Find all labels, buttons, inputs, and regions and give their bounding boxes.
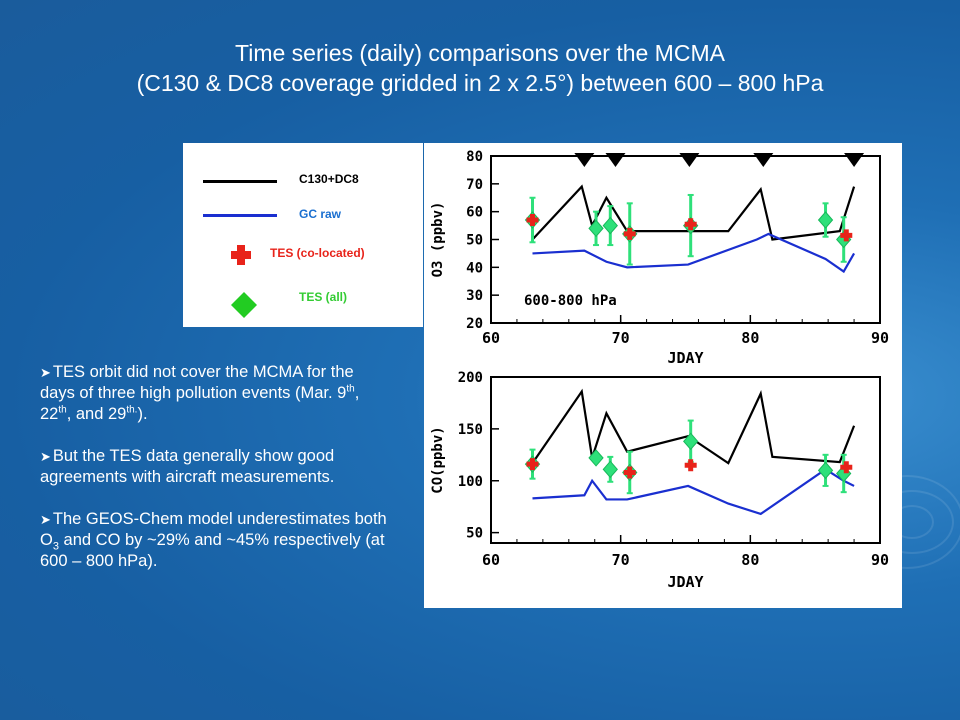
x-axis-label: JDAY xyxy=(667,573,703,591)
y-tick-label: 40 xyxy=(466,260,483,276)
legend-line-c130-dc8 xyxy=(203,180,277,183)
arrow-bullet-icon: ➤ xyxy=(40,449,51,464)
red-cross-icon xyxy=(231,245,251,265)
x-tick-label: 80 xyxy=(741,329,759,347)
x-tick-label: 90 xyxy=(871,551,889,569)
y-tick-label: 80 xyxy=(466,149,483,165)
chart-figure: 60 70 80 90 20 30 40 50 60 70 80 JDAY O3 (ppbv) 600-8… xyxy=(430,149,889,591)
tes-all-point xyxy=(588,449,604,467)
gc-raw-series-line xyxy=(532,232,856,274)
green-diamond-icon xyxy=(231,292,257,318)
arrow-bullet-icon: ➤ xyxy=(40,365,51,380)
bullet-item: ➤ But the TES data generally show good ag… xyxy=(40,447,335,486)
pressure-annotation: 600-800 hPa xyxy=(524,293,617,309)
bullet-list: ➤ TES orbit did not cover the MCMA for th… xyxy=(40,362,390,593)
y-tick-label: 60 xyxy=(466,205,483,221)
tes-colocated-point xyxy=(684,218,697,231)
tes-all-point xyxy=(817,211,834,229)
legend-label-tes-all: TES (all) xyxy=(299,290,348,304)
tes-colocated-point xyxy=(526,458,539,471)
y-axis-label: CO(ppbv) xyxy=(430,426,446,493)
c130-dc8-series-line xyxy=(531,388,856,465)
x-tick-label: 90 xyxy=(871,329,889,347)
y-tick-label: 70 xyxy=(466,177,483,193)
tes-colocated-point xyxy=(684,459,697,472)
tes-colocated-point xyxy=(623,227,636,240)
y-tick-label: 50 xyxy=(466,233,483,249)
tes-all-point xyxy=(588,219,604,238)
legend: C130+DC8 GC raw TES (co-located) TES (al… xyxy=(183,143,423,327)
pollution-event-triangle xyxy=(679,153,700,167)
y-tick-label: 30 xyxy=(466,288,483,304)
legend-label-gc-raw: GC raw xyxy=(299,207,342,221)
pollution-event-triangle xyxy=(844,153,865,167)
arrow-bullet-icon: ➤ xyxy=(40,512,51,527)
slide-title: Time series (daily) comparisons over the… xyxy=(0,38,960,98)
y-tick-label: 200 xyxy=(458,370,483,386)
bullet-item: ➤ The GEOS-Chem model underestimates both… xyxy=(40,510,387,570)
plot-panel: 60 70 80 90 20 30 40 50 60 70 80 JDAY O3 (ppbv) 600-8… xyxy=(424,143,902,608)
y-tick-label: 100 xyxy=(458,474,483,490)
pollution-event-triangle xyxy=(605,153,626,167)
bullet-item: ➤ TES orbit did not cover the MCMA for th… xyxy=(40,363,360,423)
tes-all-point xyxy=(602,216,618,235)
tes-colocated-point xyxy=(840,229,853,242)
x-axis-label: JDAY xyxy=(667,349,703,367)
tes-colocated-point xyxy=(623,466,636,479)
legend-label-tes-colocated: TES (co-located) xyxy=(270,246,365,260)
x-tick-label: 80 xyxy=(741,551,759,569)
tes-all-point xyxy=(683,432,699,451)
gc-raw-series-line xyxy=(532,468,855,516)
plot-frame xyxy=(490,376,881,544)
x-tick-label: 70 xyxy=(612,551,630,569)
y-tick-label: 50 xyxy=(466,526,483,542)
pollution-event-triangle xyxy=(574,153,595,167)
tes-all-point xyxy=(602,460,618,479)
pollution-event-triangle xyxy=(753,153,774,167)
x-tick-label: 60 xyxy=(482,329,500,347)
x-tick-label: 70 xyxy=(612,329,630,347)
y-tick-label: 150 xyxy=(458,422,483,438)
legend-line-gc-raw xyxy=(203,214,277,217)
tes-all-point xyxy=(817,461,834,480)
x-tick-label: 60 xyxy=(482,551,500,569)
y-tick-label: 20 xyxy=(466,316,483,332)
title-line-2: (C130 & DC8 coverage gridded in 2 x 2.5°… xyxy=(136,70,824,96)
tes-colocated-point xyxy=(840,461,853,474)
title-line-1: Time series (daily) comparisons over the… xyxy=(235,40,725,66)
legend-label-c130-dc8: C130+DC8 xyxy=(299,172,359,186)
y-axis-label: O3 (ppbv) xyxy=(430,202,446,278)
tes-colocated-point xyxy=(526,214,539,227)
